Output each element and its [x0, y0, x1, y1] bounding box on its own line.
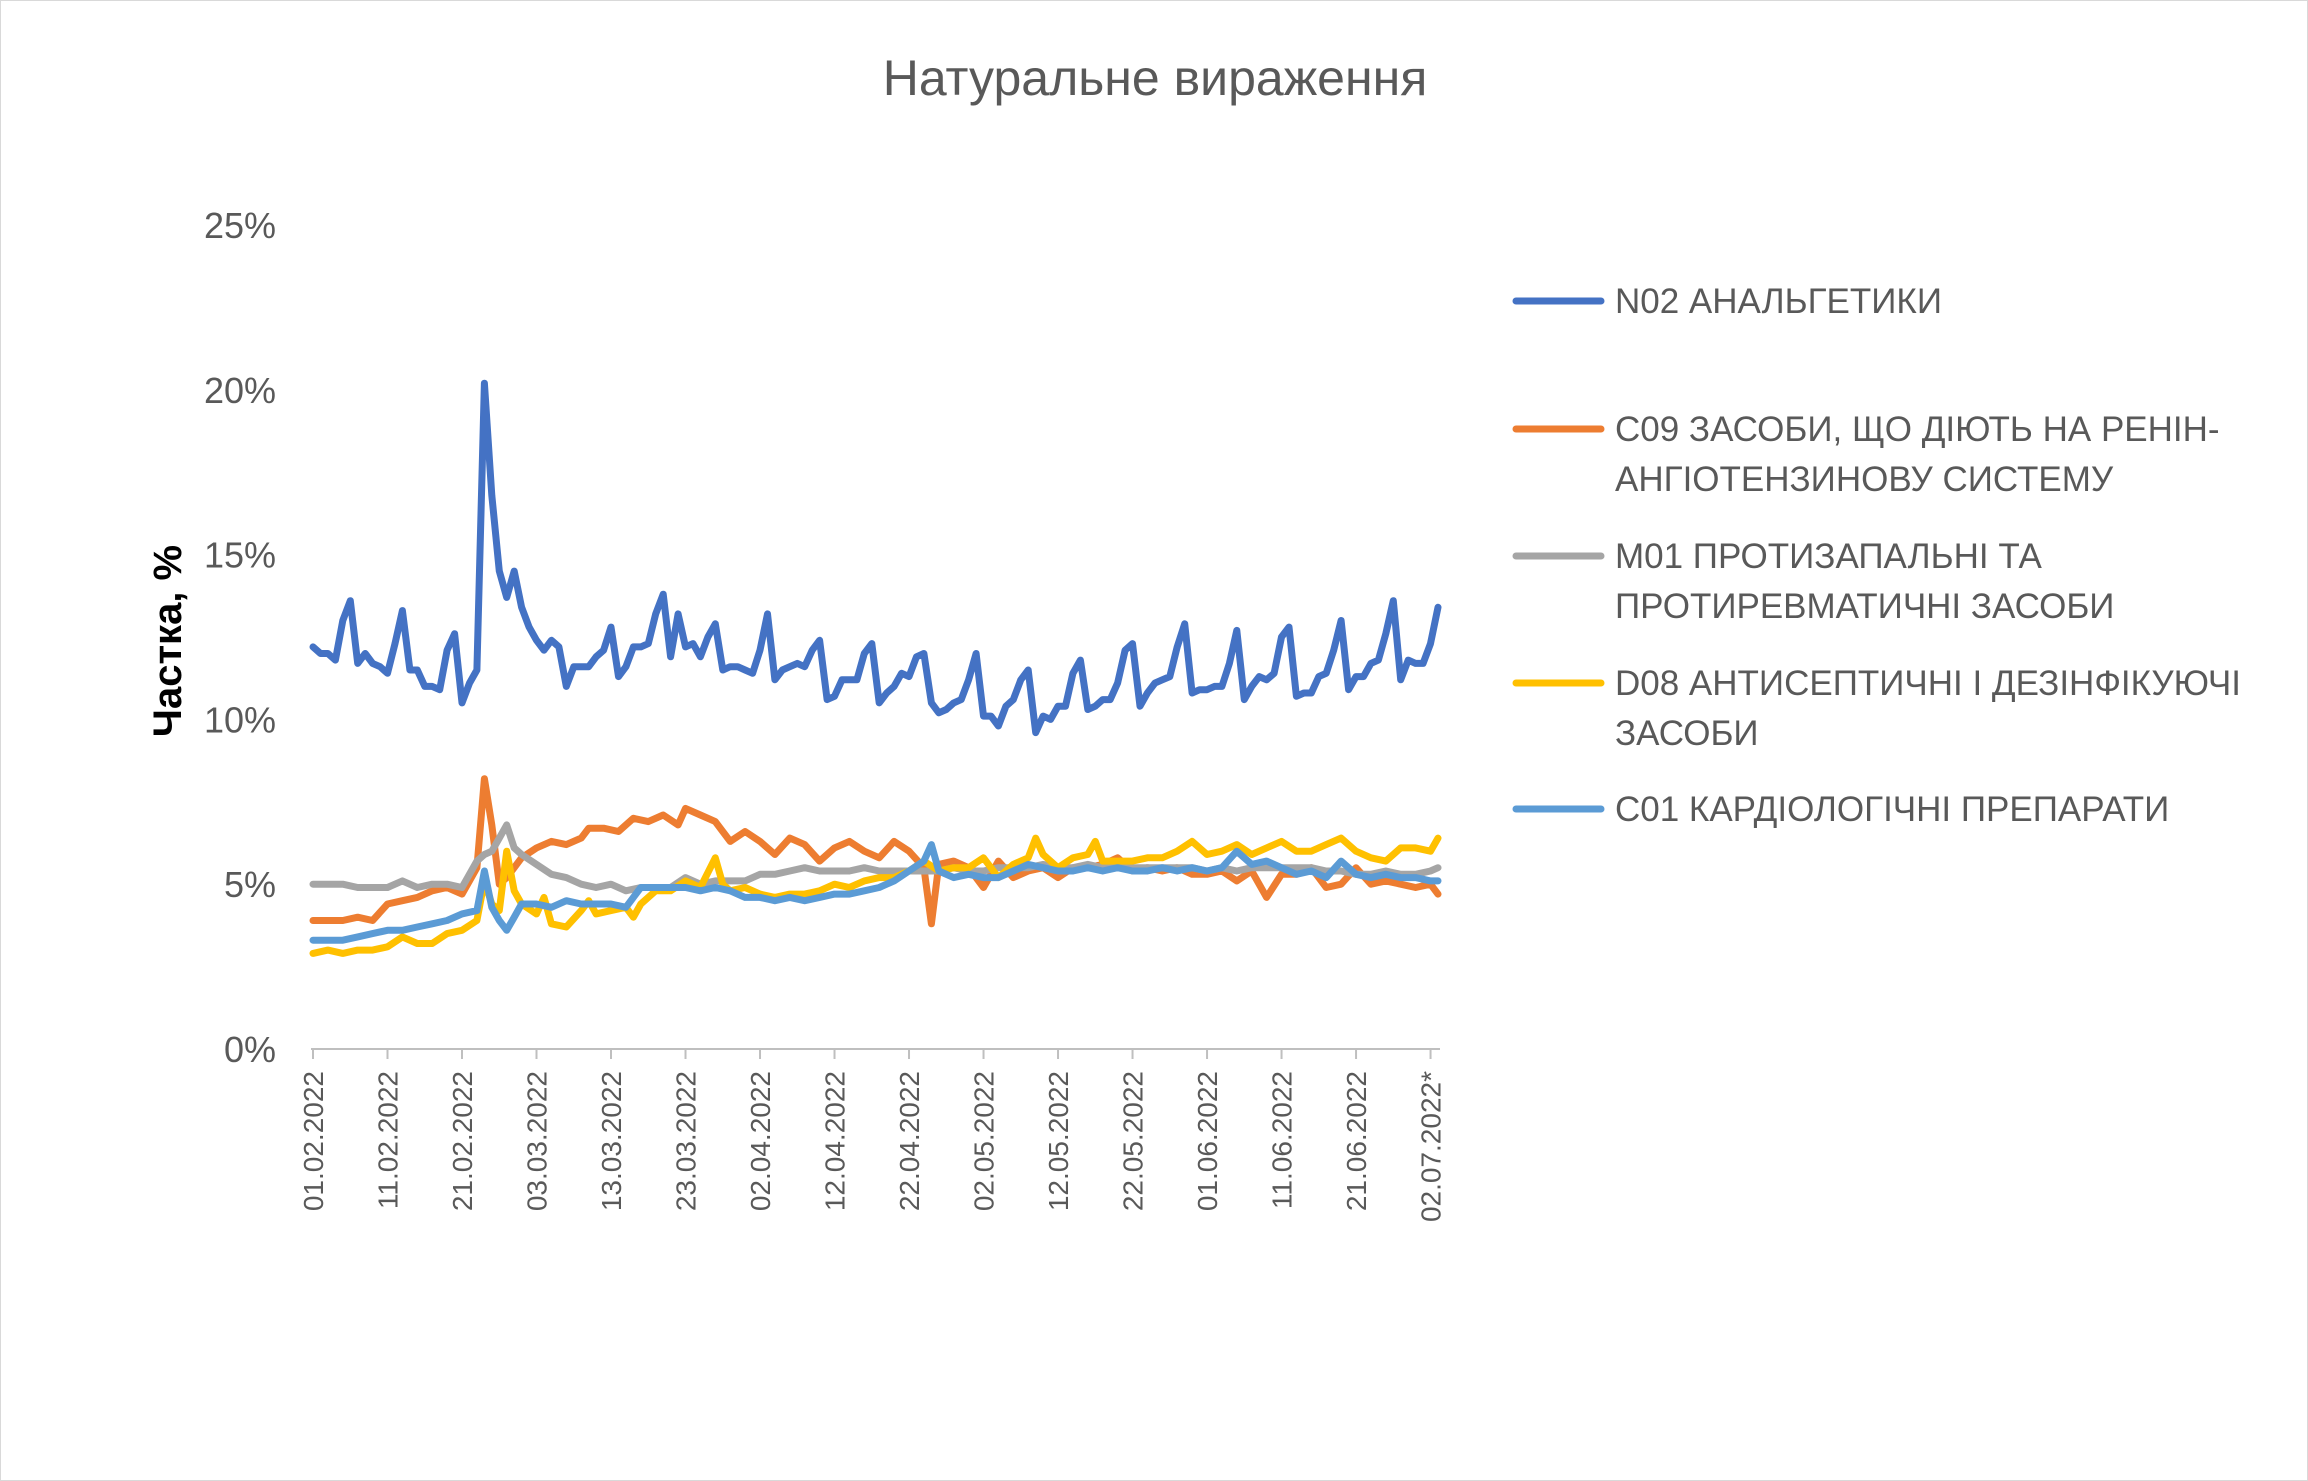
series-line-5: [309, 841, 1442, 944]
x-tick-label: 03.03.2022: [522, 1071, 553, 1211]
y-tick-label: 10%: [204, 699, 276, 740]
x-tick-label: 12.05.2022: [1043, 1071, 1074, 1211]
x-tick-label: 21.02.2022: [447, 1071, 478, 1211]
chart-title: Натуральне вираження: [883, 50, 1428, 106]
legend-label-3: ПРОТИРЕВМАТИЧНІ ЗАСОБИ: [1615, 587, 2114, 626]
series-line-3: [309, 821, 1442, 895]
x-tick-label: 22.05.2022: [1118, 1071, 1149, 1211]
y-tick-label: 0%: [224, 1029, 276, 1070]
series-line-4: [309, 834, 1442, 957]
x-tick-label: 01.06.2022: [1192, 1071, 1223, 1211]
y-tick-label: 5%: [224, 864, 276, 905]
legend: N02 АНАЛЬГЕТИКИ C09 ЗАСОБИ, ЩО ДІЮТЬ НА Р…: [1512, 282, 2241, 829]
x-tick-label: 02.04.2022: [745, 1071, 776, 1211]
x-tick-label: 02.05.2022: [969, 1071, 1000, 1211]
series-line-1: [309, 379, 1442, 737]
x-tick-label: 13.03.2022: [596, 1071, 627, 1211]
x-axis: 01.02.2022 11.02.2022 21.02.2022 03.03.2022…: [298, 1048, 1447, 1222]
x-tick-label: 01.02.2022: [298, 1071, 329, 1211]
legend-label-1: N02 АНАЛЬГЕТИКИ: [1615, 282, 1942, 321]
x-tick-label: 22.04.2022: [894, 1071, 925, 1211]
legend-label-5: C01 КАРДІОЛОГІЧНІ ПРЕПАРАТИ: [1615, 790, 2169, 829]
y-tick-label: 15%: [204, 535, 276, 576]
legend-label-2: C09 ЗАСОБИ, ЩО ДІЮТЬ НА РЕНІН-: [1615, 410, 2220, 449]
x-tick-label: 21.06.2022: [1341, 1071, 1372, 1211]
y-axis-ticks: 0% 5% 10% 15% 20% 25%: [204, 205, 276, 1070]
y-tick-label: 25%: [204, 205, 276, 246]
series-lines: [309, 379, 1442, 957]
x-tick-label: 11.02.2022: [373, 1071, 404, 1209]
x-tick-label: 11.06.2022: [1267, 1071, 1298, 1209]
x-tick-label: 02.07.2022*: [1416, 1071, 1447, 1222]
legend-label-4: ЗАСОБИ: [1615, 714, 1759, 753]
y-tick-label: 20%: [204, 370, 276, 411]
x-tick-label: 23.03.2022: [671, 1071, 702, 1211]
y-axis-label: Частка, %: [146, 545, 190, 737]
legend-label-2: АНГІОТЕНЗИНОВУ СИСТЕМУ: [1615, 460, 2114, 499]
legend-label-4: D08 АНТИСЕПТИЧНІ І ДЕЗІНФІКУЮЧІ: [1615, 664, 2241, 703]
legend-label-3: M01 ПРОТИЗАПАЛЬНІ ТА: [1615, 537, 2043, 576]
x-tick-label: 12.04.2022: [820, 1071, 851, 1211]
